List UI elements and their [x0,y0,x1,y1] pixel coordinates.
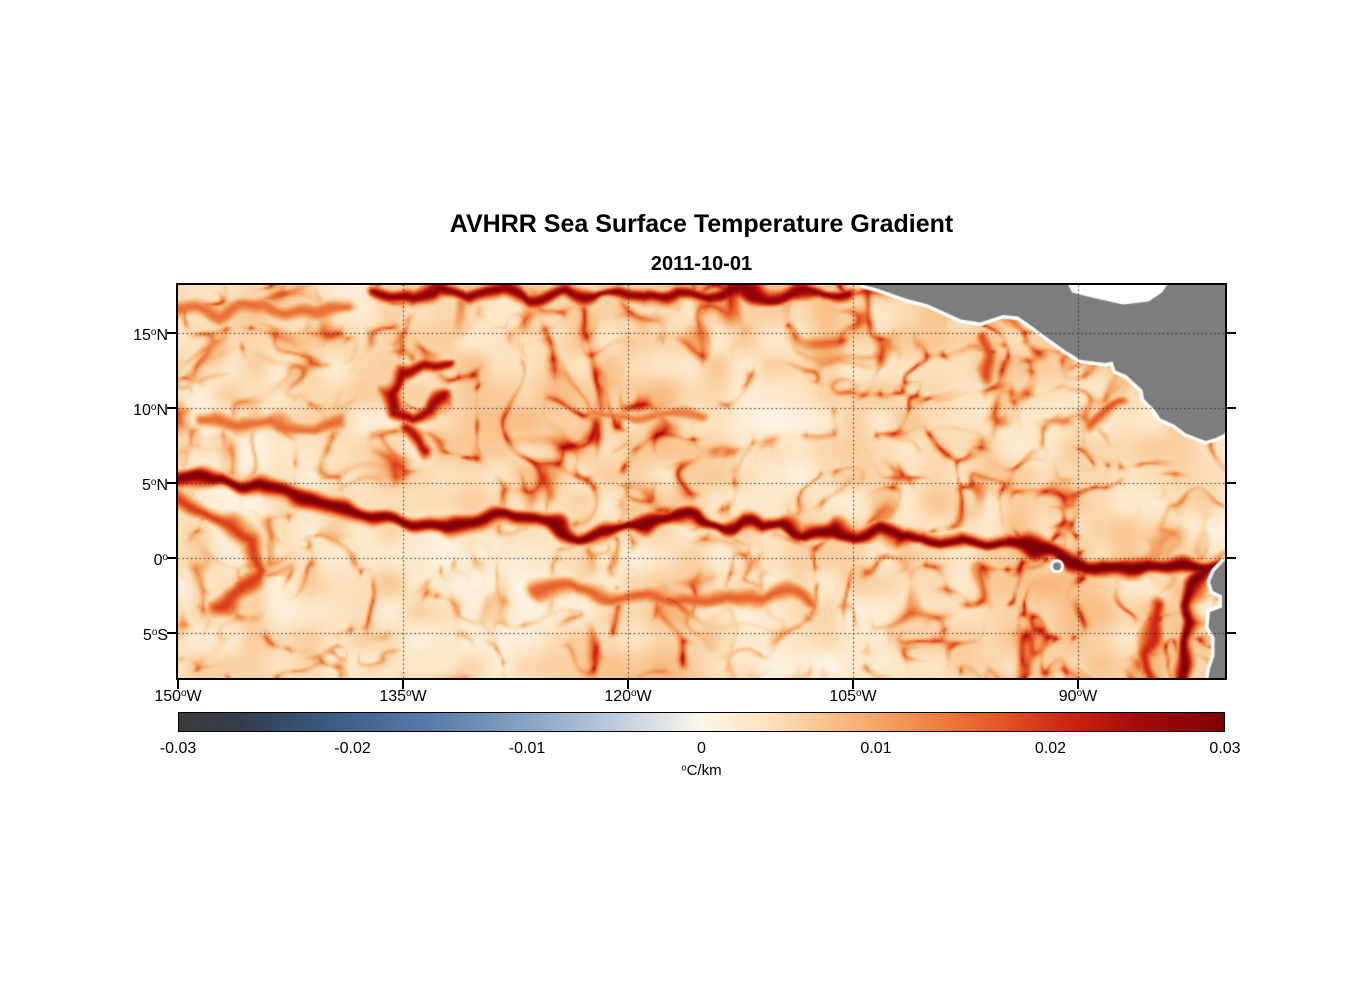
chart-title: AVHRR Sea Surface Temperature Gradient [449,210,954,238]
x-axis-tick-label: 120oW [604,687,652,705]
colorbar-tick-label: -0.01 [508,740,546,757]
y-axis-tick-right [1227,557,1236,559]
y-axis-tick-left [167,632,176,634]
y-axis-tick-label: 5oS [142,626,168,644]
y-axis-tick-label: 5oN [142,476,168,494]
x-axis-tick-bottom [177,680,179,689]
x-axis-tick-label: 150oW [154,687,202,705]
y-axis-tick-label: 15oN [133,326,168,344]
x-axis-tick-label: 135oW [379,687,427,705]
colorbar-tick-label: 0.01 [860,740,892,757]
y-axis-tick-label: 0o [153,551,168,569]
y-axis-tick-right [1227,482,1236,484]
colorbar [178,712,1225,732]
colorbar-tick-label: -0.02 [334,740,371,757]
y-axis-tick-left [167,557,176,559]
y-axis-tick-right [1227,407,1236,409]
x-axis-tick-bottom [402,680,404,689]
sst-gradient-heatmap [178,285,1225,678]
x-axis-tick-bottom [1077,680,1079,689]
unit-text: C/km [686,762,722,779]
colorbar-tick-label: 0.02 [1034,740,1067,757]
chart-subtitle: 2011-10-01 [650,253,753,275]
x-axis-tick-bottom [627,680,629,689]
y-axis-tick-left [167,407,176,409]
x-axis-tick-bottom [852,680,854,689]
degree-symbol: o [681,762,687,773]
colorbar-tick-label: 0.03 [1209,740,1241,757]
x-axis-tick-label: 105oW [829,687,877,705]
y-axis-tick-left [167,482,176,484]
colorbar-gradient [179,713,1224,731]
colorbar-tick-label: -0.03 [159,740,197,757]
y-axis-tick-label: 10oN [133,401,168,419]
y-axis-tick-right [1227,332,1236,334]
colorbar-tick-label: 0 [697,740,706,757]
y-axis-tick-right [1227,632,1236,634]
x-axis-tick-label: 90oW [1058,687,1098,705]
map-plot-area [176,283,1227,680]
colorbar-unit-label: oC/km [176,762,1227,779]
y-axis-tick-left [167,332,176,334]
